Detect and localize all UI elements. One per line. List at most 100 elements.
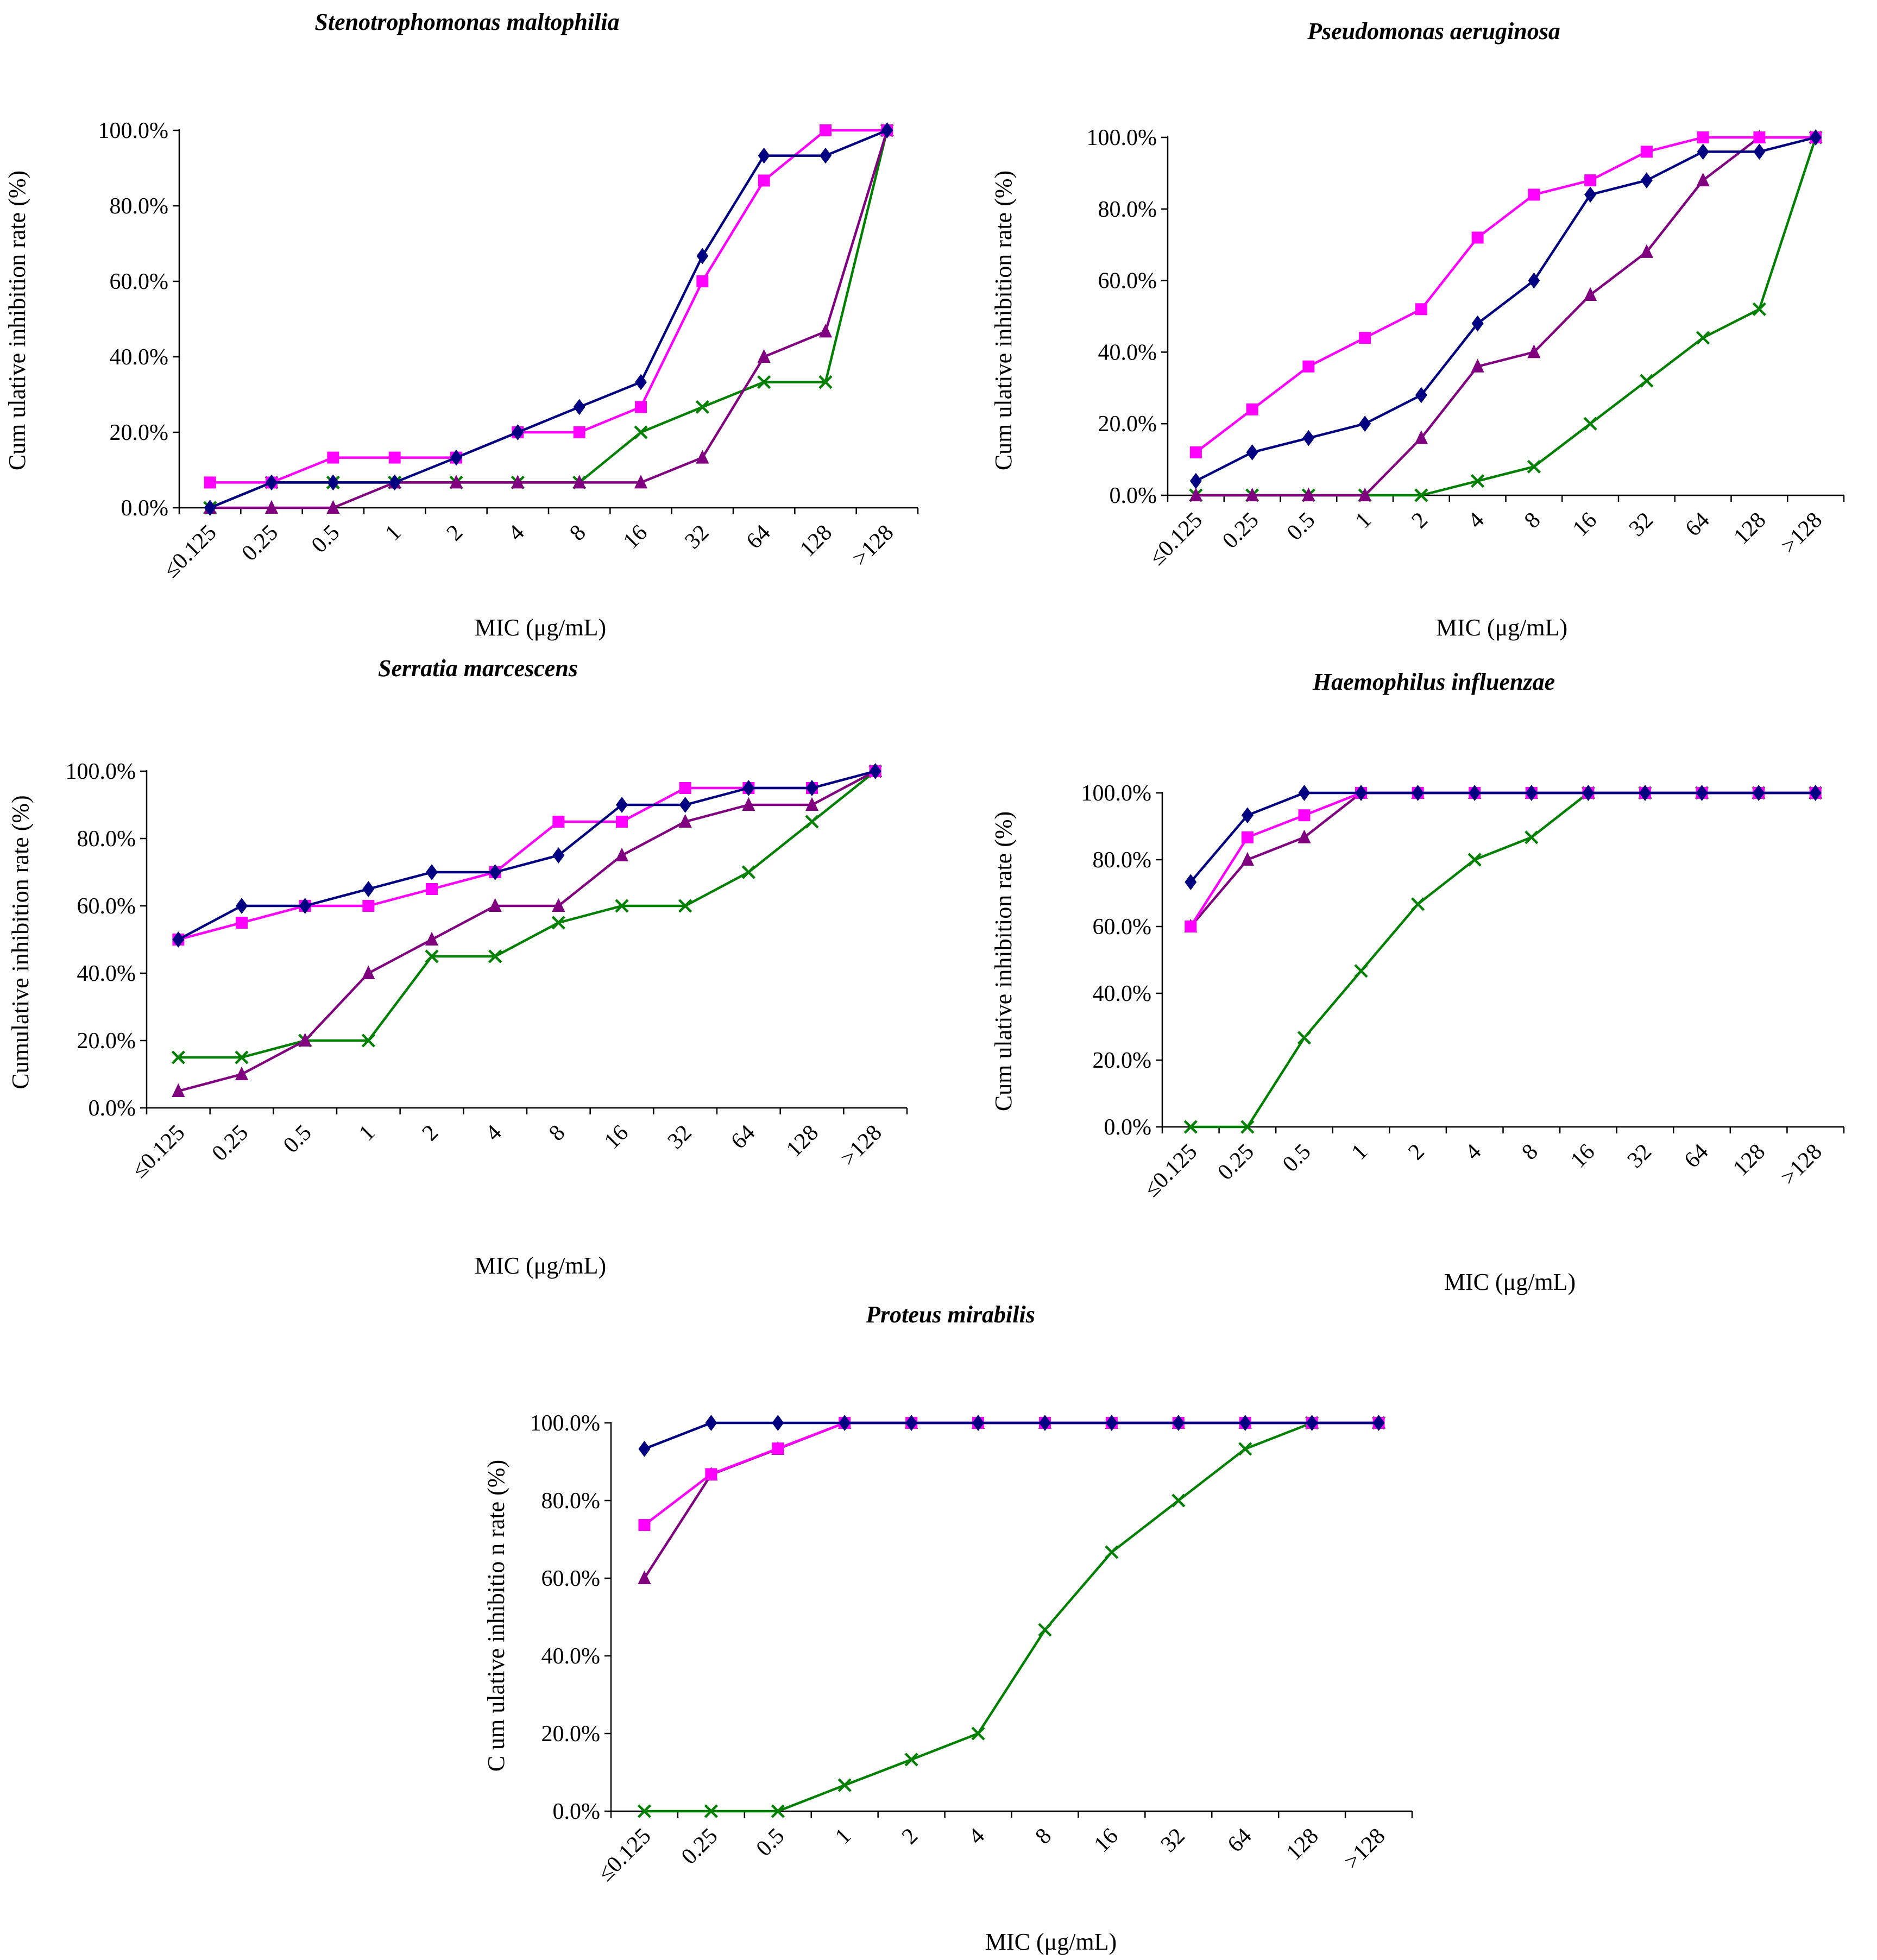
x-tick-label: 64 bbox=[726, 1120, 760, 1154]
x-tick-label: 64 bbox=[1680, 508, 1714, 541]
data-point-x bbox=[1752, 302, 1766, 316]
data-point-diamond bbox=[204, 500, 216, 516]
data-point-square bbox=[1697, 131, 1709, 143]
data-point-x bbox=[637, 1804, 652, 1818]
data-point-x bbox=[1525, 830, 1539, 844]
data-point-x bbox=[1238, 1442, 1252, 1456]
data-point-triangle bbox=[678, 814, 692, 828]
x-tick-label: 8 bbox=[1520, 508, 1545, 533]
data-point-triangle bbox=[1240, 852, 1254, 866]
data-point-x bbox=[1696, 331, 1710, 345]
y-tick-label: 60.0% bbox=[1093, 915, 1152, 940]
x-tick-label: ≤0.125 bbox=[159, 520, 222, 583]
x-tick-label: ≤0.125 bbox=[127, 1120, 190, 1183]
data-point-triangle bbox=[326, 500, 340, 514]
data-point-triangle bbox=[1696, 172, 1710, 187]
series-square bbox=[1185, 787, 1822, 932]
x-tick-label: 64 bbox=[1679, 1139, 1713, 1173]
chart-title: Serratia marcescens bbox=[378, 655, 578, 682]
y-tick-label: 0.0% bbox=[121, 496, 169, 521]
data-point-diamond bbox=[881, 122, 893, 138]
data-point-diamond bbox=[1298, 785, 1311, 801]
data-point-x bbox=[904, 1753, 918, 1767]
series-line bbox=[1189, 791, 1816, 883]
series-triangle bbox=[638, 1415, 1385, 1584]
series-square bbox=[172, 765, 881, 946]
x-axis-label: MIC (μg/mL) bbox=[475, 1252, 606, 1279]
x-tick-label: 0.5 bbox=[1278, 1139, 1316, 1177]
x-tick-label: >128 bbox=[1339, 1824, 1390, 1875]
series-diamond bbox=[1189, 129, 1822, 489]
series-triangle bbox=[1184, 785, 1822, 932]
series-triangle bbox=[1189, 129, 1823, 501]
x-tick-label: 8 bbox=[565, 520, 590, 546]
data-point-square bbox=[705, 1468, 717, 1480]
data-point-x bbox=[704, 1804, 718, 1818]
data-point-triangle bbox=[1302, 487, 1315, 501]
y-tick-label: 100.0% bbox=[1087, 125, 1157, 150]
data-point-diamond bbox=[638, 1441, 651, 1457]
chart-title: Stenotrophomonas maltophilia bbox=[314, 9, 619, 35]
data-point-triangle bbox=[1414, 430, 1428, 444]
data-point-x bbox=[235, 1050, 249, 1064]
x-axis-label: MIC (μg/mL) bbox=[475, 614, 606, 641]
x-tick-label: 2 bbox=[897, 1824, 923, 1849]
data-point-x bbox=[837, 1778, 852, 1792]
data-point-diamond bbox=[1185, 874, 1197, 891]
series-x bbox=[1183, 786, 1823, 1134]
x-tick-label: 64 bbox=[1223, 1824, 1257, 1857]
data-point-square bbox=[638, 1519, 651, 1532]
data-point-triangle bbox=[742, 797, 755, 811]
data-point-x bbox=[171, 1050, 185, 1064]
data-point-diamond bbox=[362, 881, 375, 897]
x-tick-label: 0.5 bbox=[752, 1824, 790, 1862]
series-line bbox=[644, 1421, 1379, 1451]
y-tick-label: 100.0% bbox=[1081, 781, 1152, 806]
x-tick-label: 4 bbox=[481, 1120, 506, 1146]
data-point-diamond bbox=[1753, 143, 1766, 160]
data-point-diamond bbox=[1105, 1415, 1118, 1431]
data-point-triangle bbox=[615, 847, 629, 861]
data-point-square bbox=[1528, 188, 1540, 201]
x-tick-label: 2 bbox=[1403, 1139, 1429, 1165]
data-point-triangle bbox=[172, 1083, 185, 1097]
data-point-triangle bbox=[634, 475, 648, 489]
x-tick-label: ≤0.125 bbox=[1139, 1139, 1202, 1202]
data-point-diamond bbox=[1696, 785, 1708, 801]
x-tick-label: >128 bbox=[848, 520, 899, 571]
series-diamond bbox=[638, 1415, 1385, 1457]
data-point-x bbox=[757, 375, 771, 389]
x-axis-label: MIC (μg/mL) bbox=[985, 1929, 1117, 1955]
series-line bbox=[178, 770, 876, 1093]
data-point-triangle bbox=[1245, 487, 1259, 501]
data-point-diamond bbox=[1241, 807, 1254, 824]
y-tick-label: 20.0% bbox=[110, 420, 169, 445]
data-point-square bbox=[1753, 131, 1766, 143]
x-tick-label: 128 bbox=[1728, 1139, 1770, 1181]
data-point-square bbox=[820, 124, 832, 136]
data-point-diamond bbox=[1172, 1415, 1185, 1431]
data-point-diamond bbox=[1355, 785, 1368, 801]
x-tick-label: 32 bbox=[1623, 1139, 1656, 1173]
data-point-diamond bbox=[1640, 172, 1653, 188]
data-point-triangle bbox=[757, 349, 771, 363]
data-point-diamond bbox=[236, 898, 248, 914]
data-point-triangle bbox=[264, 500, 279, 514]
series-line bbox=[210, 130, 889, 509]
data-point-x bbox=[1354, 964, 1368, 978]
y-tick-label: 0.0% bbox=[1110, 483, 1157, 508]
data-point-diamond bbox=[426, 864, 438, 880]
data-point-triangle bbox=[1640, 244, 1653, 258]
data-point-triangle bbox=[696, 450, 709, 464]
y-tick-label: 60.0% bbox=[77, 894, 136, 919]
data-point-diamond bbox=[1189, 472, 1202, 489]
data-point-diamond bbox=[1302, 430, 1315, 446]
y-tick-label: 80.0% bbox=[110, 194, 169, 219]
data-point-x bbox=[361, 1033, 375, 1048]
y-tick-label: 20.0% bbox=[1098, 412, 1157, 437]
data-point-x bbox=[634, 425, 648, 439]
y-axis-label: Cum ulative inhibition rate (%) bbox=[990, 171, 1017, 470]
data-point-x bbox=[1297, 1031, 1312, 1045]
data-point-square bbox=[696, 275, 709, 287]
x-tick-label: 16 bbox=[600, 1120, 633, 1154]
